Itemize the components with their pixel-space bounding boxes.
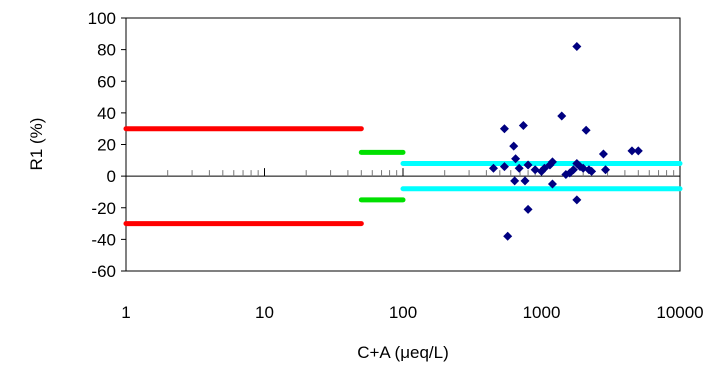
y-tick-label: 60 xyxy=(97,72,116,91)
data-point xyxy=(572,41,582,51)
y-tick-label: -20 xyxy=(91,199,116,218)
data-point xyxy=(547,157,557,167)
data-point xyxy=(601,165,611,175)
data-point xyxy=(503,231,513,241)
data-point xyxy=(530,165,540,175)
limit-lines xyxy=(123,126,683,227)
data-point xyxy=(587,166,597,176)
y-tick-label: 0 xyxy=(107,167,116,186)
y-tick-label: 80 xyxy=(97,41,116,60)
data-point xyxy=(547,179,557,189)
data-point xyxy=(514,163,524,173)
data-point xyxy=(488,163,498,173)
data-point xyxy=(568,165,578,175)
data-point xyxy=(499,124,509,134)
plot-area xyxy=(125,17,681,272)
x-axis-title: C+A (μeq/L) xyxy=(357,343,449,362)
data-point xyxy=(581,125,591,135)
y-tick-label: 20 xyxy=(97,136,116,155)
x-tick-label: 10000 xyxy=(656,303,703,322)
y-tick-label: 100 xyxy=(88,9,116,28)
data-point xyxy=(627,146,637,156)
data-points xyxy=(488,41,643,241)
data-point xyxy=(499,162,509,172)
x-axis-tick-labels: 1 10 100 1000 10000 xyxy=(121,303,703,322)
y-axis-ticks: -60 -40 -20 0 20 40 60 80 100 xyxy=(88,9,126,281)
y-tick-label: 40 xyxy=(97,104,116,123)
x-tick-label: 10 xyxy=(255,303,274,322)
zero-axis xyxy=(126,168,680,177)
data-point xyxy=(633,146,643,156)
y-axis-title: R1 (%) xyxy=(27,118,46,171)
data-point xyxy=(520,176,530,186)
y-tick-label: -60 xyxy=(91,262,116,281)
data-point xyxy=(572,195,582,205)
data-point xyxy=(509,141,519,151)
y-tick-label: -40 xyxy=(91,230,116,249)
x-tick-label: 1000 xyxy=(523,303,561,322)
data-point xyxy=(510,176,520,186)
data-point xyxy=(511,154,521,164)
data-point xyxy=(523,160,533,170)
data-point xyxy=(557,111,567,121)
data-point xyxy=(523,204,533,214)
data-point xyxy=(518,121,528,131)
data-point xyxy=(598,149,608,159)
x-tick-label: 100 xyxy=(389,303,417,322)
x-tick-label: 1 xyxy=(121,303,130,322)
